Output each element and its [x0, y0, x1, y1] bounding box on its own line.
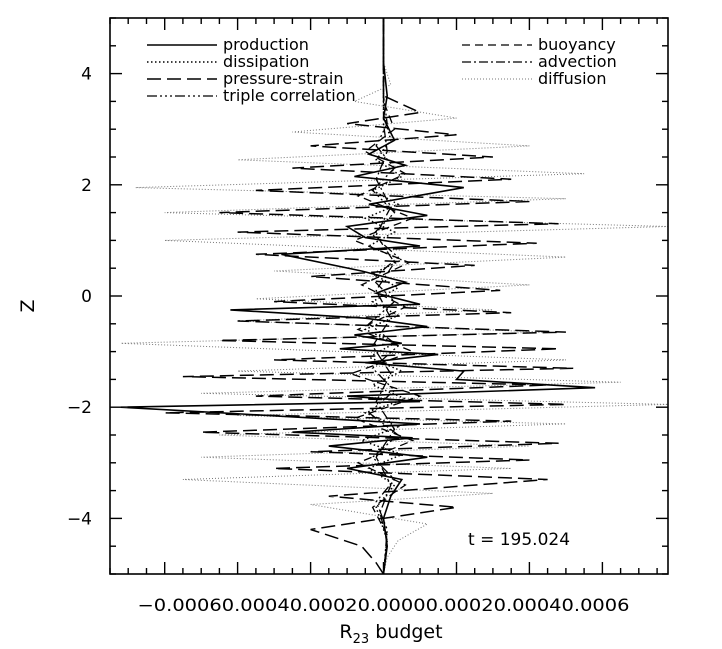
y-tick-label: 2 — [81, 176, 92, 196]
x-tick-label-row: −0.00060.00040.00020.00000.00020.00040.0… — [138, 596, 630, 616]
legend-label-production: production — [223, 35, 309, 54]
legend: productiondissipationpressure-straintrip… — [147, 35, 617, 105]
series-buoyancy — [348, 18, 423, 574]
series-production — [120, 18, 596, 574]
time-annotation: t = 195.024 — [468, 530, 570, 550]
x-tick-labels: −0.00060.00040.00020.00000.00020.00040.0… — [138, 596, 630, 616]
series-triple-correlation — [367, 18, 400, 574]
y-axis-title: Z — [17, 299, 39, 312]
legend-label-buoyancy: buoyancy — [538, 35, 616, 54]
series-advection — [371, 18, 396, 574]
series-diffusion — [120, 18, 668, 574]
legend-label-triple-correlation: triple correlation — [223, 86, 356, 105]
legend-label-pressure-strain: pressure-strain — [223, 69, 343, 88]
series-pressure-strain — [164, 18, 574, 574]
legend-label-dissipation: dissipation — [223, 52, 309, 71]
x-axis-title: R23 budget — [339, 621, 442, 647]
y-tick-label: 4 — [81, 65, 92, 85]
legend-label-advection: advection — [538, 52, 617, 71]
y-tick-label: 0 — [81, 287, 92, 307]
legend-label-diffusion: diffusion — [538, 69, 606, 88]
y-tick-label: −4 — [67, 509, 92, 529]
y-tick-labels: −4 −2 0 2 4 — [67, 65, 92, 530]
y-tick-label: −2 — [67, 398, 92, 418]
axis-ticks — [109, 17, 668, 575]
